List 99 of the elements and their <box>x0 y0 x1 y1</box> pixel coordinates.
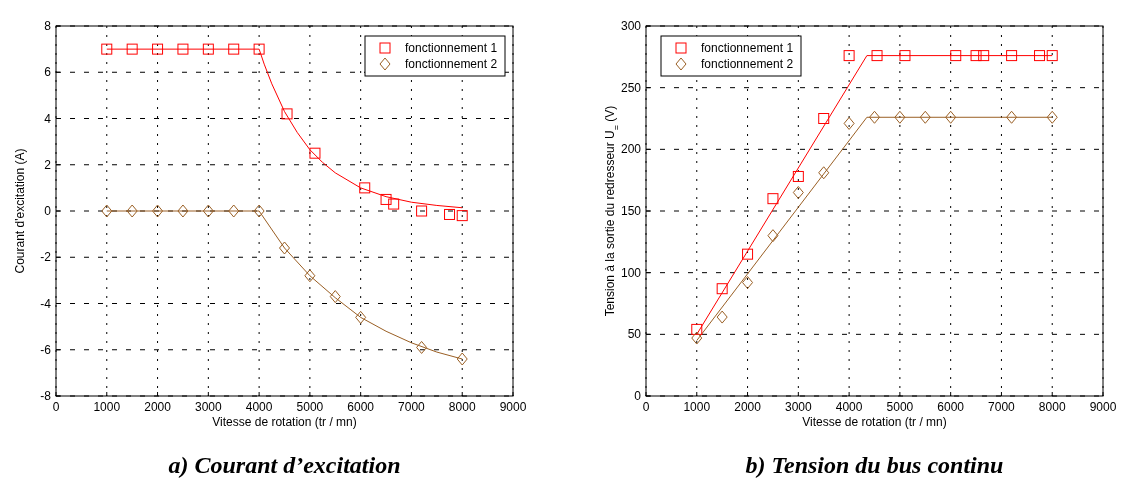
y-tick-label: 6 <box>44 65 52 80</box>
x-tick-label: 4000 <box>245 400 273 414</box>
y-tick-label: 100 <box>620 265 642 280</box>
x-tick-label: 7000 <box>988 400 1016 414</box>
y-tick-label: 2 <box>44 157 52 172</box>
point <box>253 204 265 218</box>
point <box>792 186 804 199</box>
x-tick-label: 6000 <box>937 400 965 414</box>
y-tick-label: 200 <box>620 142 642 157</box>
x-tick-label: 3000 <box>784 400 812 414</box>
point <box>177 43 189 55</box>
point <box>126 204 138 218</box>
x-axis-title: Vitesse de rotation (tr / mn) <box>212 415 357 429</box>
text: b) Tension du bus continu <box>745 452 1004 478</box>
legend-label: fonctionnement 2 <box>701 57 794 71</box>
x-tick-label: 9000 <box>499 400 527 414</box>
point <box>950 50 962 62</box>
x-tick-label: 2000 <box>734 400 762 414</box>
y-tick-label: -2 <box>40 250 52 265</box>
y-tick-label: 50 <box>627 327 642 342</box>
x-tick-label: 8000 <box>448 400 476 414</box>
point <box>871 50 883 62</box>
point <box>456 352 468 366</box>
point <box>304 269 316 283</box>
point <box>152 43 164 55</box>
point <box>970 50 982 62</box>
x-tick-label: 5000 <box>886 400 914 414</box>
y-tick-label: 250 <box>620 80 642 95</box>
point <box>253 43 265 55</box>
point <box>978 50 990 62</box>
point <box>742 276 754 290</box>
legend-label: fonctionnement 2 <box>405 57 498 71</box>
point <box>101 43 113 55</box>
y-axis-title: Courant d'excitation (A) <box>13 148 27 274</box>
x-tick-label: 8000 <box>1038 400 1066 414</box>
point <box>742 248 754 260</box>
point <box>329 290 341 304</box>
point <box>202 204 214 218</box>
y-tick-label: 300 <box>620 19 642 33</box>
y-tick-label: 0 <box>634 389 642 403</box>
x-tick-label: 1000 <box>93 400 121 414</box>
y-tick-label: -8 <box>40 389 52 403</box>
y-tick-label: 8 <box>44 19 52 33</box>
point <box>1046 50 1058 62</box>
point <box>101 204 113 218</box>
x-tick-label: 6000 <box>347 400 375 414</box>
point <box>444 208 456 220</box>
point <box>843 116 855 130</box>
point <box>767 193 779 205</box>
point <box>767 229 779 243</box>
x-tick-label: 5000 <box>296 400 324 414</box>
y-tick-label: -4 <box>40 296 52 311</box>
point <box>152 204 164 218</box>
point <box>388 198 400 210</box>
y-tick-label: -6 <box>40 342 52 357</box>
point <box>716 310 728 324</box>
point <box>716 283 728 295</box>
point <box>456 210 468 222</box>
point <box>177 204 189 218</box>
point <box>1006 110 1018 124</box>
point <box>919 110 931 124</box>
point <box>869 110 880 124</box>
point <box>355 310 367 324</box>
point <box>309 147 321 159</box>
point <box>1046 110 1058 124</box>
point <box>945 110 957 124</box>
x-tick-label: 7000 <box>398 400 426 414</box>
point <box>894 110 906 124</box>
y-tick-label: 150 <box>620 204 642 218</box>
x-tick-label: 1000 <box>683 400 711 414</box>
legend-label: fonctionnement 1 <box>405 41 498 55</box>
point <box>380 193 392 205</box>
point <box>792 170 804 182</box>
point <box>279 241 290 255</box>
point <box>1034 50 1046 62</box>
x-tick-label: 3000 <box>194 400 222 414</box>
point <box>228 204 240 218</box>
y-tick-label: 4 <box>44 111 52 126</box>
point <box>228 43 240 55</box>
point <box>1006 50 1018 62</box>
point <box>126 43 138 55</box>
y-tick-label: 0 <box>44 204 52 218</box>
point <box>359 182 371 194</box>
point <box>691 331 703 345</box>
point <box>281 108 293 120</box>
point <box>818 113 830 124</box>
x-tick-label: 9000 <box>1089 400 1117 414</box>
point <box>691 323 703 335</box>
point <box>818 166 830 180</box>
x-tick-label: 2000 <box>144 400 172 414</box>
point <box>843 50 855 62</box>
text: a) Courant d’excitation <box>168 452 401 478</box>
point <box>416 340 428 354</box>
legend-label: fonctionnement 1 <box>701 41 794 55</box>
point <box>416 205 428 217</box>
point <box>899 50 911 62</box>
point <box>202 43 214 55</box>
x-axis-title: Vitesse de rotation (tr / mn) <box>802 415 947 429</box>
x-tick-label: 4000 <box>835 400 863 414</box>
